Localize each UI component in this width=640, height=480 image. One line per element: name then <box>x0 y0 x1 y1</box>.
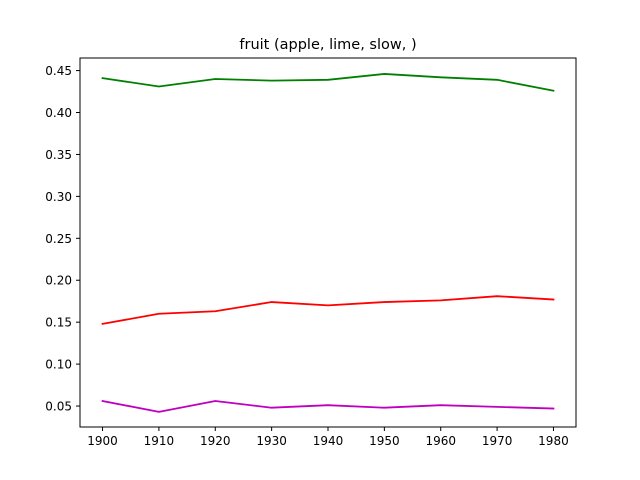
x-tick-label: 1940 <box>313 434 344 448</box>
y-tick-label: 0.25 <box>45 232 72 246</box>
x-tick-label: 1920 <box>200 434 231 448</box>
x-tick-label: 1930 <box>256 434 287 448</box>
series-line-3 <box>101 399 555 413</box>
x-axis: 1900 1910 1920 1930 1940 1950 1960 1970 1980 <box>87 427 569 448</box>
series-line-2 <box>101 295 555 325</box>
x-tick-label: 1900 <box>87 434 118 448</box>
y-tick-label: 0.40 <box>45 106 72 120</box>
y-axis: 0.05 0.10 0.15 0.20 0.25 0.30 0.35 0.40 0.45 <box>45 64 80 414</box>
x-tick-label: 1980 <box>538 434 569 448</box>
y-tick-label: 0.10 <box>45 358 72 372</box>
series-line-1 <box>101 73 555 92</box>
y-tick-label: 0.15 <box>45 316 72 330</box>
x-tick-label: 1950 <box>369 434 400 448</box>
y-tick-label: 0.35 <box>45 148 72 162</box>
x-tick-label: 1960 <box>425 434 456 448</box>
y-tick-label: 0.30 <box>45 190 72 204</box>
series-layer <box>101 73 555 413</box>
plot-frame <box>79 57 577 428</box>
chart-title: fruit (apple, lime, slow, ) <box>239 37 416 53</box>
y-tick-label: 0.20 <box>45 274 72 288</box>
x-tick-label: 1970 <box>482 434 513 448</box>
x-tick-label: 1910 <box>144 434 175 448</box>
y-tick-label: 0.05 <box>45 400 72 414</box>
y-tick-label: 0.45 <box>45 64 72 78</box>
